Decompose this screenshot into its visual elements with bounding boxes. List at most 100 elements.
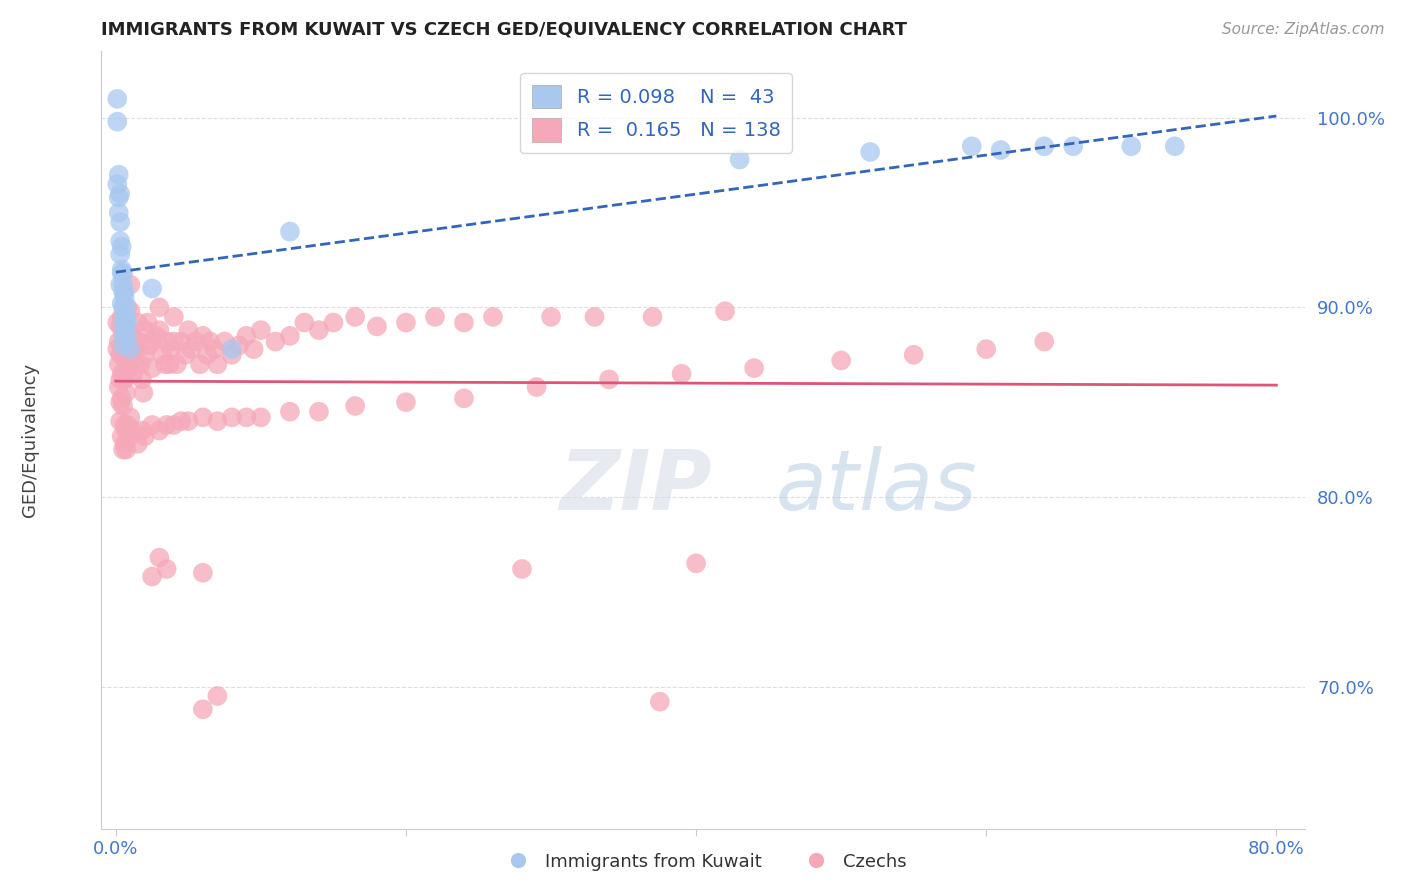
Text: Source: ZipAtlas.com: Source: ZipAtlas.com: [1222, 22, 1385, 37]
Point: [114, 319, 136, 334]
Point: [134, 429, 156, 443]
Point: [111, 266, 134, 280]
Point: [191, 702, 214, 716]
Point: [115, 442, 138, 457]
Text: IMMIGRANTS FROM KUWAIT VS CZECH GED/EQUIVALENCY CORRELATION CHART: IMMIGRANTS FROM KUWAIT VS CZECH GED/EQUI…: [101, 21, 907, 39]
Legend: Immigrants from Kuwait, Czechs: Immigrants from Kuwait, Czechs: [492, 846, 914, 878]
Point: [118, 424, 141, 438]
Point: [156, 334, 179, 349]
Point: [120, 410, 142, 425]
Point: [153, 357, 176, 371]
Point: [127, 437, 149, 451]
Point: [112, 301, 135, 315]
Point: [108, 319, 131, 334]
Point: [1062, 139, 1084, 153]
Point: [112, 348, 135, 362]
Point: [145, 328, 167, 343]
Text: ZIP: ZIP: [558, 446, 711, 527]
Point: [641, 310, 664, 324]
Point: [250, 323, 273, 337]
Point: [117, 328, 139, 343]
Point: [526, 380, 548, 394]
Point: [830, 353, 852, 368]
Point: [117, 316, 139, 330]
Point: [141, 334, 163, 349]
Point: [118, 334, 141, 349]
Point: [112, 316, 135, 330]
Point: [114, 342, 136, 356]
Point: [278, 328, 301, 343]
Point: [598, 372, 620, 386]
Point: [742, 361, 765, 376]
Point: [117, 301, 139, 315]
Point: [671, 367, 693, 381]
Point: [111, 262, 134, 277]
Point: [111, 338, 134, 352]
Point: [114, 372, 136, 386]
Point: [174, 348, 197, 362]
Point: [188, 357, 211, 371]
Point: [134, 348, 156, 362]
Point: [111, 429, 134, 443]
Point: [112, 442, 135, 457]
Point: [127, 342, 149, 356]
Point: [228, 338, 250, 352]
Point: [177, 414, 200, 428]
Point: [156, 417, 179, 432]
Text: atlas: atlas: [776, 446, 977, 527]
Point: [170, 414, 193, 428]
Point: [124, 338, 146, 352]
Point: [482, 310, 505, 324]
Point: [117, 348, 139, 362]
Point: [150, 348, 173, 362]
Point: [278, 225, 301, 239]
Point: [111, 392, 134, 406]
Point: [184, 334, 207, 349]
Point: [117, 323, 139, 337]
Point: [308, 404, 330, 418]
Point: [122, 367, 145, 381]
Point: [114, 437, 136, 451]
Point: [540, 310, 562, 324]
Point: [322, 316, 344, 330]
Point: [141, 281, 163, 295]
Point: [1033, 139, 1056, 153]
Point: [115, 310, 138, 324]
Point: [395, 316, 418, 330]
Point: [114, 285, 136, 300]
Point: [974, 342, 997, 356]
Point: [1164, 139, 1187, 153]
Point: [114, 417, 136, 432]
Point: [108, 234, 131, 248]
Point: [170, 334, 193, 349]
Point: [235, 410, 257, 425]
Point: [180, 342, 202, 356]
Point: [107, 380, 129, 394]
Point: [117, 433, 139, 447]
Point: [207, 689, 229, 703]
Point: [141, 417, 163, 432]
Point: [112, 372, 135, 386]
Point: [344, 310, 367, 324]
Point: [264, 334, 287, 349]
Point: [105, 342, 128, 356]
Point: [112, 338, 135, 352]
Point: [278, 404, 301, 418]
Point: [114, 310, 136, 324]
Point: [115, 357, 138, 371]
Point: [105, 114, 128, 128]
Point: [177, 323, 200, 337]
Point: [107, 205, 129, 219]
Point: [129, 357, 152, 371]
Point: [148, 301, 170, 315]
Point: [122, 342, 145, 356]
Point: [453, 316, 475, 330]
Point: [112, 399, 135, 413]
Point: [235, 328, 257, 343]
Point: [111, 367, 134, 381]
Point: [308, 323, 330, 337]
Point: [122, 424, 145, 438]
Point: [111, 310, 134, 324]
Point: [105, 92, 128, 106]
Point: [366, 319, 388, 334]
